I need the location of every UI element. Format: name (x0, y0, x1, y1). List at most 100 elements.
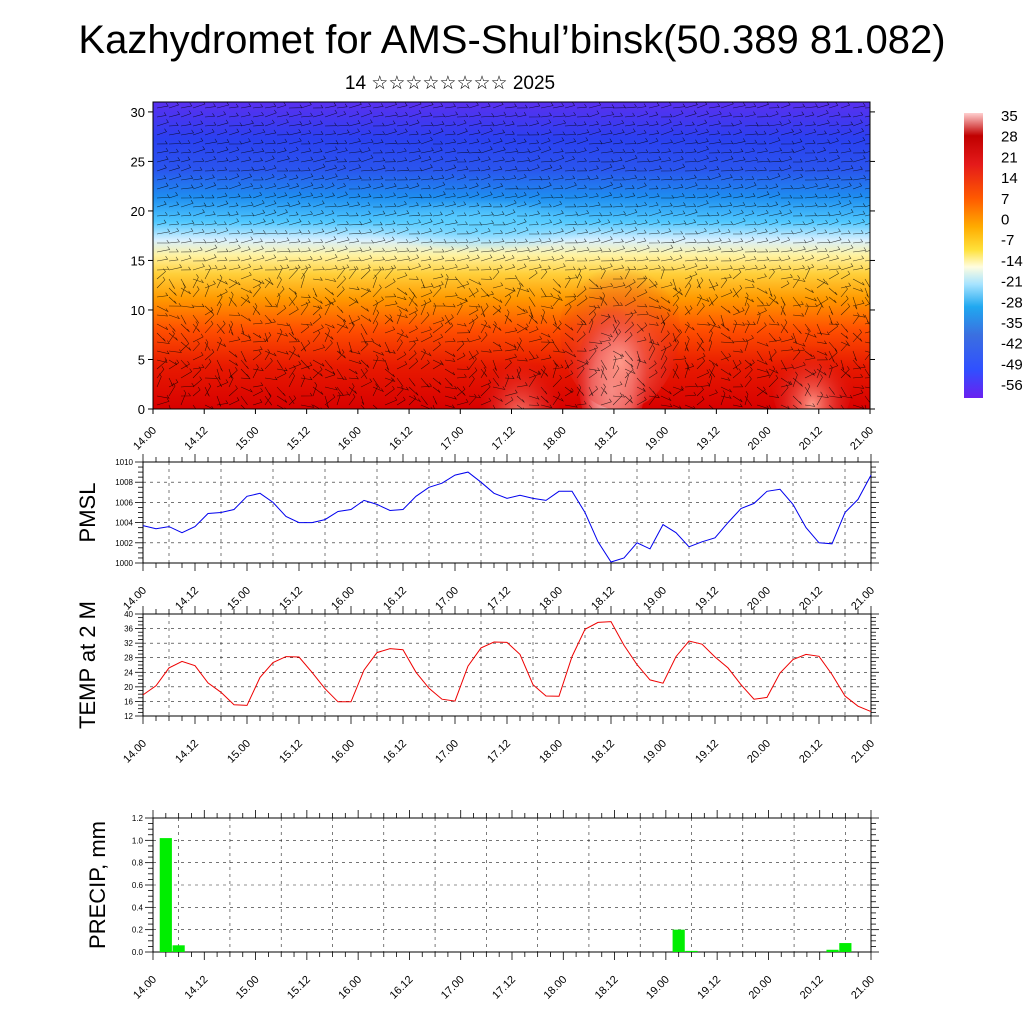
wind-barb (516, 287, 530, 293)
wind-barb (708, 166, 720, 172)
wind-barb (636, 377, 646, 387)
wind-barb (660, 220, 671, 226)
panel-frame (142, 613, 872, 717)
wind-barb (840, 165, 854, 172)
wind-barb (252, 128, 266, 136)
wind-barb (360, 305, 369, 312)
wind-barb (360, 314, 372, 322)
wind-barb (312, 344, 326, 352)
wind-barb (180, 102, 193, 109)
wind-barb (228, 103, 239, 109)
wind-barb (744, 166, 758, 172)
wind-barb (156, 119, 169, 127)
wind-barb (360, 129, 372, 136)
wind-barb (420, 264, 432, 271)
wind-barb (264, 173, 275, 181)
wind-barb (408, 175, 421, 181)
wind-barb (684, 341, 689, 352)
wind-barb (288, 110, 302, 118)
wind-barb (168, 349, 182, 353)
wind-barb (408, 182, 420, 190)
wind-barb (192, 321, 199, 334)
wind-barb (756, 372, 770, 379)
wind-barb (756, 386, 768, 395)
wind-barb (636, 149, 649, 154)
wind-barb (240, 386, 253, 393)
wind-barb (168, 227, 180, 235)
wind-barb (720, 350, 729, 362)
wind-barb (324, 109, 338, 118)
wind-barb (648, 338, 655, 352)
wind-barb (348, 298, 358, 307)
wind-barb (468, 227, 478, 235)
wind-barb (660, 113, 673, 118)
wind-barb (336, 264, 350, 271)
wind-barb (492, 368, 500, 379)
x-tick-label: 21.00 (849, 974, 877, 1002)
wind-barb (264, 164, 277, 172)
wind-barb (384, 368, 396, 378)
wind-barb (408, 276, 419, 280)
wind-barb (816, 363, 822, 379)
wind-barb (648, 130, 660, 136)
wind-barb (864, 386, 870, 389)
wind-barb (516, 323, 529, 334)
wind-barb (204, 358, 212, 370)
wind-barb (420, 395, 428, 406)
wind-barb (696, 246, 711, 253)
wind-barb (840, 332, 849, 339)
wind-barb (456, 184, 468, 190)
wind-barb (864, 331, 870, 334)
wind-barb (492, 377, 500, 387)
temp-series-line (142, 621, 872, 713)
wind-barb (648, 219, 660, 226)
wind-barb (840, 323, 849, 333)
wind-barb (336, 275, 346, 289)
wind-barb (660, 265, 665, 280)
wind-barb (684, 305, 691, 315)
wind-barb (600, 111, 615, 118)
wind-barb (444, 263, 458, 271)
wind-barb (864, 260, 870, 262)
wind-barb (636, 201, 648, 208)
wind-barb (360, 264, 371, 271)
wind-barb (432, 219, 444, 226)
wind-barb (204, 341, 211, 351)
wind-barb (852, 329, 862, 343)
wind-barb (828, 121, 839, 127)
wind-barb (408, 263, 421, 271)
wind-barb (252, 238, 263, 244)
wind-barb (672, 235, 686, 244)
wind-barb (624, 321, 635, 334)
y-axis-label: TEMP at 2 M (75, 601, 100, 729)
wind-barb (792, 145, 806, 154)
wind-barb (636, 356, 641, 370)
wind-barb (840, 270, 851, 280)
wind-barb (576, 184, 587, 190)
wind-barb (576, 386, 585, 396)
wind-barb (456, 158, 467, 163)
wind-barb (492, 221, 506, 226)
y-tick-label: 1002 (115, 539, 133, 548)
wind-barb (504, 309, 510, 325)
wind-barb (180, 254, 192, 262)
wind-barb (504, 138, 517, 145)
wind-barb (768, 248, 780, 253)
wind-barb (744, 321, 756, 326)
wind-barb (780, 377, 791, 385)
wind-barb (480, 319, 488, 334)
wind-barb (696, 264, 709, 271)
wind-barb (360, 183, 372, 190)
wind-barb (492, 254, 506, 262)
wind-barb (420, 404, 433, 409)
wind-barb (348, 193, 361, 199)
wind-barb (312, 255, 323, 262)
chart-title: Kazhydromet for AMS-Shul’binsk(50.389 81… (78, 18, 946, 62)
wind-barb (780, 381, 793, 388)
wind-barb (804, 263, 815, 271)
wind-barb (516, 395, 525, 403)
wind-barb (660, 167, 673, 172)
wind-barb (804, 121, 816, 127)
wind-barb (252, 111, 264, 118)
wind-barb (684, 305, 693, 316)
